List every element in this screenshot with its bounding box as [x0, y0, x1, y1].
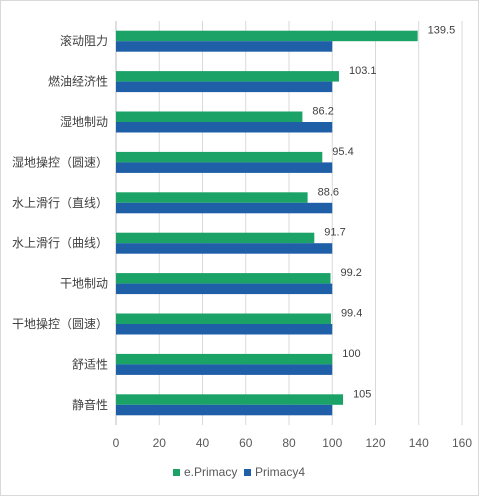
- legend-swatch: [244, 469, 251, 476]
- x-tick-label: 40: [196, 436, 210, 450]
- data-label: 91.7: [324, 227, 345, 239]
- bar-e-primacy: [116, 273, 331, 284]
- data-labels: 139.5 103.1 86.2 95.4 88.6 91.7 99.2 99.4 100 105: [312, 25, 455, 401]
- bar-primacy4: [116, 122, 333, 133]
- bar-primacy4: [116, 41, 333, 52]
- bar-primacy4: [116, 364, 333, 375]
- bar-primacy4: [116, 324, 333, 335]
- legend: e.Primacy Primacy4: [173, 465, 305, 479]
- category-label: 水上滑行（直线）: [12, 196, 108, 210]
- data-label: 99.4: [341, 308, 362, 320]
- category-label: 湿地制动: [60, 114, 108, 129]
- x-tick-label: 20: [153, 436, 167, 450]
- bar-e-primacy: [116, 151, 323, 163]
- bar-primacy4: [116, 162, 333, 173]
- bar-e-primacy: [116, 192, 308, 203]
- category-label: 干地操控（圆速）: [12, 316, 108, 331]
- category-label: 滚动阻力: [60, 33, 108, 48]
- bar-e-primacy: [116, 353, 333, 365]
- bar-primacy4: [116, 404, 333, 416]
- x-tick-label: 140: [409, 436, 429, 450]
- data-label: 99.2: [341, 267, 362, 279]
- category-label: 湿地操控（圆速）: [12, 154, 108, 169]
- bar-primacy4: [116, 202, 333, 214]
- category-label: 静音性: [72, 397, 108, 412]
- x-tick-label: 120: [365, 436, 385, 450]
- bar-e-primacy: [116, 313, 331, 324]
- legend-label: e.Primacy: [184, 465, 237, 479]
- x-tick-label: 100: [322, 436, 342, 450]
- bars: [116, 30, 418, 416]
- data-label: 88.6: [318, 186, 339, 198]
- bar-e-primacy: [116, 30, 418, 42]
- category-label: 舒适性: [72, 357, 108, 371]
- data-label: 139.5: [428, 25, 456, 37]
- data-label: 103.1: [349, 65, 377, 77]
- data-label: 100: [342, 348, 360, 360]
- bar-primacy4: [116, 243, 333, 254]
- x-axis-ticks: 0 20 40 60 80 100 120 140 160: [113, 436, 473, 450]
- x-tick-label: 0: [113, 436, 120, 450]
- legend-label: Primacy4: [255, 465, 305, 479]
- bar-primacy4: [116, 283, 333, 295]
- bar-primacy4: [116, 81, 333, 93]
- data-label: 105: [353, 388, 371, 400]
- x-tick-label: 60: [239, 436, 253, 450]
- data-label: 95.4: [332, 146, 353, 158]
- x-tick-label: 80: [282, 436, 296, 450]
- bar-e-primacy: [116, 111, 303, 122]
- category-label: 干地制动: [60, 277, 108, 291]
- legend-swatch: [173, 469, 180, 476]
- x-tick-label: 160: [452, 436, 472, 450]
- bar-e-primacy: [116, 394, 344, 405]
- data-label: 86.2: [312, 106, 333, 118]
- bar-e-primacy: [116, 71, 339, 82]
- category-label: 燃油经济性: [48, 74, 108, 89]
- category-label: 水上滑行（曲线）: [12, 236, 108, 250]
- bar-e-primacy: [116, 232, 315, 244]
